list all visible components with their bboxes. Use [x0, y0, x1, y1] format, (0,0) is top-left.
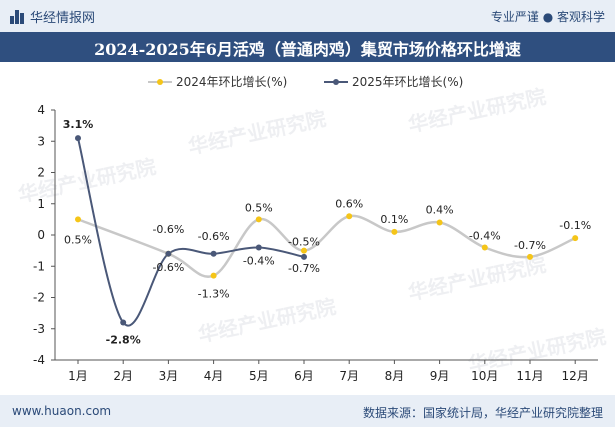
series-2025-data-label: -0.6%	[198, 230, 230, 243]
legend-2024-marker	[157, 79, 163, 85]
legend-2024-label: 2024年环比增长(%)	[176, 75, 287, 89]
series-2025-point	[75, 135, 81, 142]
brand-name: 华经情报网	[30, 11, 96, 26]
series-2024-data-label: -0.1%	[559, 219, 591, 232]
chart-title: 2024-2025年6月活鸡（普通肉鸡）集贸市场价格环比增速	[94, 40, 521, 59]
x-tick-label: 5月	[249, 369, 269, 383]
series-2024-data-label: 0.4%	[426, 204, 454, 217]
series-2025-data-label: -0.6%	[152, 223, 184, 236]
data-source: 数据来源：国家统计局，华经产业研究院整理	[362, 406, 603, 420]
title-bar	[0, 32, 615, 62]
x-tick-label: 6月	[294, 369, 314, 383]
brand: 华经情报网	[10, 7, 95, 26]
series-2024-data-label: -0.7%	[514, 239, 546, 252]
series-2025-data-label: -0.7%	[288, 262, 320, 275]
series-2024-data-label: 0.5%	[245, 201, 273, 214]
series-2025-data-label: -0.4%	[243, 255, 275, 268]
y-tick-label: -1	[33, 259, 45, 273]
series-2025-point	[120, 319, 127, 326]
series-2024-point	[527, 253, 533, 260]
legend-2025-marker	[333, 79, 339, 85]
line-chart: 华经产业研究院 华经产业研究院华经产业研究院华经产业研究院华经产业研究院华经产业研…	[16, 75, 608, 383]
series-2024-point	[210, 272, 217, 279]
series-2024-line	[77, 214, 576, 278]
bar-chart-icon	[10, 9, 24, 24]
series-2024-data-label: 0.1%	[380, 213, 408, 226]
footer-bar	[0, 395, 615, 427]
x-tick-label: 9月	[430, 369, 450, 383]
series-2025-data-label: -2.8%	[106, 334, 141, 347]
series-2025-point	[210, 250, 217, 257]
series-2025-point	[301, 253, 307, 260]
top-bar	[0, 0, 615, 32]
series-2024-data-label: -0.4%	[469, 230, 501, 243]
series-2024-data-label: 0.5%	[64, 233, 92, 246]
x-tick-label: 1月	[68, 369, 88, 383]
series-2024-point	[436, 219, 443, 226]
series-2024-point	[346, 213, 353, 220]
x-tick-label: 2月	[113, 369, 133, 383]
x-tick-label: 3月	[159, 369, 179, 383]
series-2024-point	[391, 228, 398, 235]
y-tick-label: -3	[33, 322, 45, 336]
watermark-text: 华经产业研究院	[406, 84, 548, 137]
y-tick-label: 1	[37, 197, 45, 211]
x-tick-label: 7月	[339, 369, 359, 383]
y-tick-label: 2	[37, 166, 45, 180]
y-tick-label: 4	[37, 103, 45, 117]
legend-2025-label: 2025年环比增长(%)	[352, 75, 463, 89]
slogan: 专业严谨 ● 客观科学	[490, 10, 605, 24]
watermark-text: 华经产业研究院	[406, 252, 548, 305]
website-link[interactable]: www.huaon.com	[12, 404, 112, 418]
series-2024-point	[481, 244, 488, 251]
series-2025-data-label: 3.1%	[63, 118, 94, 131]
watermark-text: 华经产业研究院	[196, 294, 338, 347]
x-tick-label: 8月	[385, 369, 405, 383]
series-2024-data-label: 0.6%	[335, 197, 363, 210]
series-2024-data-label: -0.6%	[152, 261, 184, 274]
series-2025-point	[255, 244, 262, 251]
series-2024-point	[75, 216, 81, 223]
series-2024-data-label: -0.5%	[288, 236, 320, 249]
y-tick-label: -2	[33, 291, 45, 305]
series-2024-point	[255, 216, 262, 223]
y-tick-label: 0	[37, 228, 45, 242]
series-2024-data-label: -1.3%	[198, 288, 230, 301]
series-2024-point	[301, 247, 307, 254]
x-tick-label: 12月	[562, 369, 589, 383]
y-tick-label: 3	[37, 134, 45, 148]
series-2024-point	[572, 235, 579, 242]
x-tick-label: 11月	[516, 369, 543, 383]
x-tick-label: 10月	[471, 369, 498, 383]
series-2025-point	[165, 250, 172, 257]
x-tick-label: 4月	[204, 369, 224, 383]
y-tick-label: -4	[33, 353, 45, 367]
watermark-text: 华经产业研究院	[186, 106, 328, 159]
